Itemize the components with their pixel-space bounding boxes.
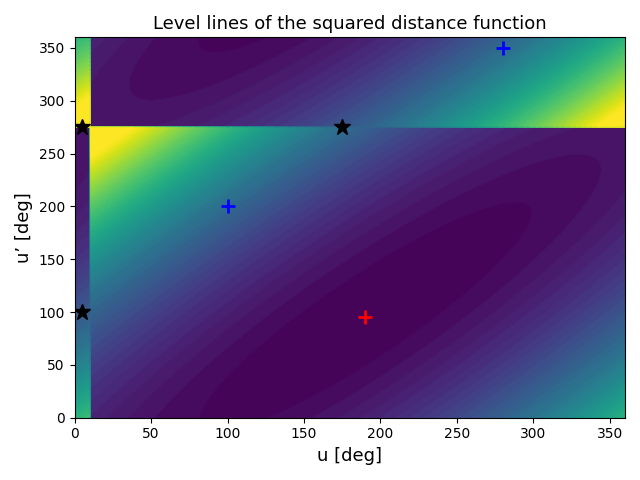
X-axis label: u [deg]: u [deg] xyxy=(317,447,382,465)
Title: Level lines of the squared distance function: Level lines of the squared distance func… xyxy=(153,15,547,33)
Y-axis label: u’ [deg]: u’ [deg] xyxy=(15,192,33,263)
